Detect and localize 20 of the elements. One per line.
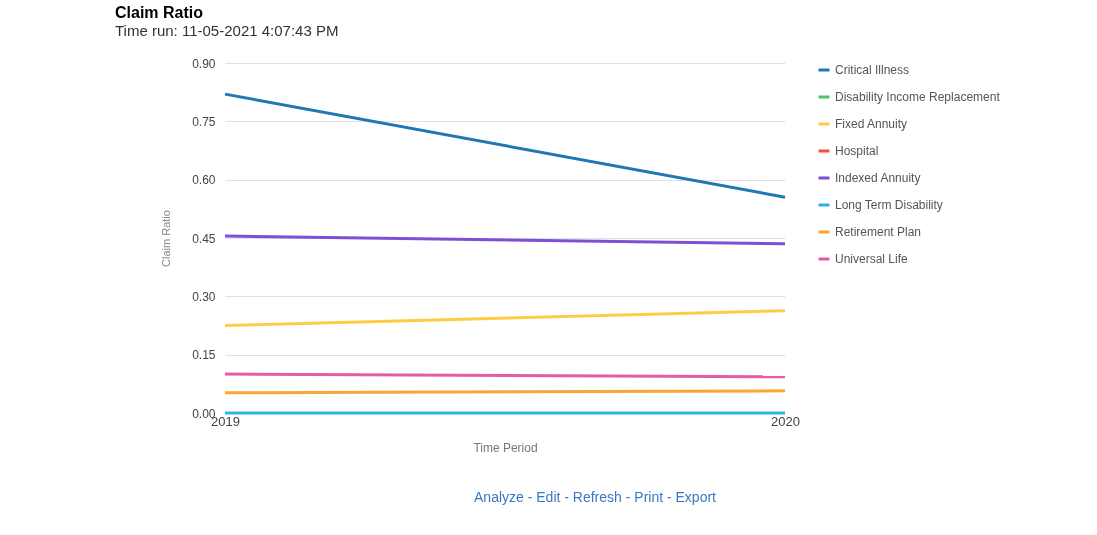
- chart-subtitle: Time run: 11-05-2021 4:07:43 PM: [115, 22, 339, 39]
- legend-label: Retirement Plan: [835, 225, 922, 239]
- legend-label: Disability Income Replacement: [835, 90, 1001, 104]
- text: Analyze - Edit - Refresh - Print - Export: [474, 489, 717, 505]
- x-tick-label: 2020: [771, 413, 800, 429]
- y-tick-label: 0.30: [192, 289, 216, 304]
- y-tick-label: 0.90: [192, 56, 216, 71]
- chart-title: Claim Ratio: [115, 4, 204, 21]
- legend-label: Fixed Annuity: [835, 117, 908, 131]
- x-axis-title: Time Period: [473, 440, 538, 455]
- y-tick-label: 0.75: [192, 114, 216, 129]
- legend-label: Universal Life: [835, 252, 909, 266]
- legend-label: Critical Illness: [835, 63, 910, 77]
- legend-label: Indexed Annuity: [835, 171, 921, 185]
- y-tick-label: 0.60: [192, 173, 216, 188]
- legend-label: Hospital: [835, 144, 879, 158]
- y-tick-label: 0.45: [192, 231, 216, 246]
- legend-label: Long Term Disability: [835, 198, 943, 212]
- y-axis-title: Claim Ratio: [160, 210, 173, 267]
- y-tick-label: 0.15: [192, 348, 216, 363]
